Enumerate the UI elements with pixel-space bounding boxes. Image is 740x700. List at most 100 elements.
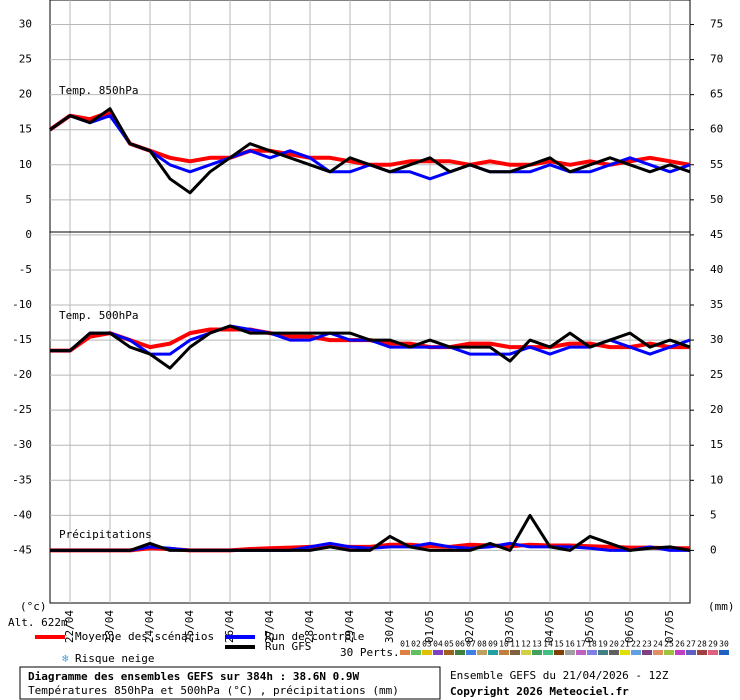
perturbation-swatch (488, 650, 498, 655)
perturbation-swatch (686, 650, 696, 655)
grid (50, 0, 690, 603)
y-tick-label: 30 (19, 18, 32, 31)
series-line (49, 107, 691, 195)
x-tick-label: 03/05 (503, 610, 516, 643)
x-tick-label: 29/04 (343, 610, 356, 643)
perturbation-number: 19 (598, 640, 608, 649)
perturbation-number: 12 (521, 640, 531, 649)
perturbation-swatch (642, 650, 652, 655)
perturbation-swatch (620, 650, 630, 655)
perturbation-number: 29 (708, 640, 718, 649)
x-tick-label: 25/04 (183, 610, 196, 643)
chart-title: Diagramme des ensembles GEFS sur 384h : … (28, 670, 360, 683)
snow-label: Risque neige (75, 652, 154, 665)
perturbation-number: 13 (532, 640, 542, 649)
y2-tick-label: 35 (710, 298, 723, 311)
y2-tick-label: 5 (710, 508, 717, 521)
perturbation-swatch (411, 650, 421, 655)
y2-tick-label: 75 (710, 18, 723, 31)
y-tick-label: -5 (19, 263, 32, 276)
x-tick-label: 22/04 (63, 610, 76, 643)
perturbation-number: 06 (455, 640, 465, 649)
perturbation-swatch (565, 650, 575, 655)
y-tick-label: 25 (19, 53, 32, 66)
series-lines (48, 107, 691, 553)
perturbation-swatch (598, 650, 608, 655)
perturbations-label: 30 Perts. (340, 646, 400, 659)
x-tick-label: 07/05 (663, 610, 676, 643)
perturbation-number: 25 (664, 640, 674, 649)
y2-tick-label: 60 (710, 123, 723, 136)
perturbation-number: 26 (675, 640, 685, 649)
perturbation-number: 08 (477, 640, 487, 649)
x-tick-label: 06/05 (623, 610, 636, 643)
perturbation-swatch (444, 650, 454, 655)
perturbation-swatch (422, 650, 432, 655)
plot-frame (49, 0, 691, 604)
perturbation-swatch (543, 650, 553, 655)
run-info: Ensemble GEFS du 21/04/2026 - 12Z (450, 669, 669, 682)
perturbation-swatch (697, 650, 707, 655)
perturbation-number: 09 (488, 640, 498, 649)
altitude: Alt. 622m (8, 616, 68, 629)
copyright: Copyright 2026 Meteociel.fr (450, 685, 629, 698)
perturbation-number: 17 (576, 640, 586, 649)
x-tick-label: 02/05 (463, 610, 476, 643)
perturbation-swatch (510, 650, 520, 655)
perturbation-number: 07 (466, 640, 476, 649)
y2-tick-label: 65 (710, 88, 723, 101)
perturbation-number: 01 (400, 640, 410, 649)
perturbation-number: 18 (587, 640, 597, 649)
y-tick-label: 0 (25, 228, 32, 241)
perturbation-number: 21 (620, 640, 630, 649)
perturbation-number: 11 (510, 640, 520, 649)
y-tick-label: -20 (12, 368, 32, 381)
perturbation-number: 03 (422, 640, 432, 649)
y2-tick-label: 25 (710, 368, 723, 381)
legend-label: Run de contrôle (265, 630, 364, 643)
y2-tick-label: 30 (710, 333, 723, 346)
x-tick-label: 24/04 (143, 610, 156, 643)
perturbation-number: 27 (686, 640, 696, 649)
perturbation-number: 02 (411, 640, 421, 649)
perturbation-swatch (708, 650, 718, 655)
panel-label: Temp. 500hPa (59, 309, 138, 322)
perturbation-swatch (466, 650, 476, 655)
perturbation-swatch (554, 650, 564, 655)
y-tick-label: -30 (12, 438, 32, 451)
perturbation-number: 30 (719, 640, 729, 649)
legend-label: Moyenne des scénarios (75, 630, 214, 643)
y-tick-label: -35 (12, 473, 32, 486)
y2-unit: (mm) (708, 600, 735, 613)
y-tick-label: 5 (25, 193, 32, 206)
y2-tick-label: 45 (710, 228, 723, 241)
title-box (19, 666, 441, 700)
perturbation-swatch (499, 650, 509, 655)
y2-tick-label: 0 (710, 543, 717, 556)
perturbation-swatch (576, 650, 586, 655)
perturbation-number: 10 (499, 640, 509, 649)
perturbation-swatch (532, 650, 542, 655)
perturbation-swatch (664, 650, 674, 655)
panel-label: Temp. 850hPa (59, 84, 138, 97)
y2-tick-label: 40 (710, 263, 723, 276)
perturbation-swatch (653, 650, 663, 655)
legend-label: Run GFS (265, 640, 311, 653)
perturbation-number: 23 (642, 640, 652, 649)
y-tick-label: -40 (12, 508, 32, 521)
y2-tick-label: 15 (710, 438, 723, 451)
perturbation-number: 16 (565, 640, 575, 649)
perturbation-number: 15 (554, 640, 564, 649)
y2-tick-label: 50 (710, 193, 723, 206)
x-tick-label: 05/05 (583, 610, 596, 643)
x-tick-label: 28/04 (303, 610, 316, 643)
perturbation-number: 28 (697, 640, 707, 649)
panel-label: Précipitations (59, 528, 152, 541)
perturbation-swatch (521, 650, 531, 655)
y2-tick-label: 70 (710, 53, 723, 66)
y-tick-label: -10 (12, 298, 32, 311)
perturbation-swatch (400, 650, 410, 655)
y-tick-label: 20 (19, 88, 32, 101)
